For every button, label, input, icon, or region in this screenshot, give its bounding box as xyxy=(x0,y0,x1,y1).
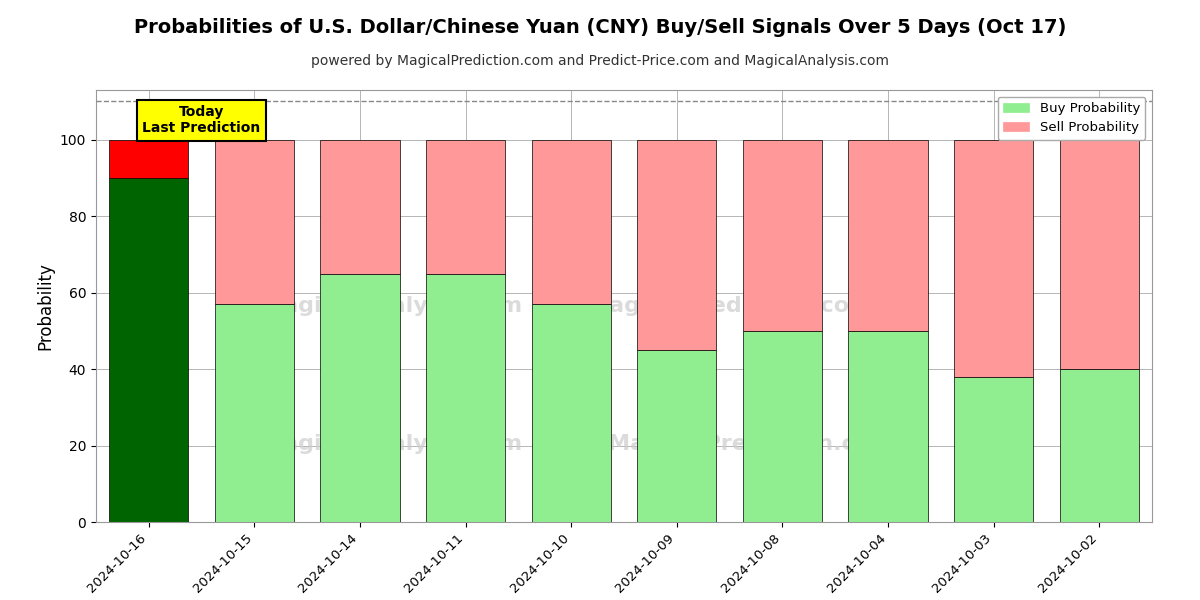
Bar xyxy=(109,178,188,522)
Text: Probabilities of U.S. Dollar/Chinese Yuan (CNY) Buy/Sell Signals Over 5 Days (Oc: Probabilities of U.S. Dollar/Chinese Yua… xyxy=(134,18,1066,37)
Text: MagicalPrediction.com: MagicalPrediction.com xyxy=(587,296,872,316)
Text: MagicalAnalysis.com: MagicalAnalysis.com xyxy=(262,434,522,454)
Bar xyxy=(954,140,1033,377)
Bar xyxy=(743,331,822,522)
Bar xyxy=(743,140,822,331)
Bar xyxy=(426,140,505,274)
Text: MagicalPrediction.com: MagicalPrediction.com xyxy=(608,434,894,454)
Bar xyxy=(532,140,611,304)
Text: MagicalAnalysis.com: MagicalAnalysis.com xyxy=(262,296,522,316)
Bar xyxy=(215,140,294,304)
Bar xyxy=(320,140,400,274)
Bar xyxy=(1060,140,1139,369)
Bar xyxy=(1060,369,1139,522)
Bar xyxy=(848,140,928,331)
Bar xyxy=(215,304,294,522)
Bar xyxy=(637,140,716,350)
Text: powered by MagicalPrediction.com and Predict-Price.com and MagicalAnalysis.com: powered by MagicalPrediction.com and Pre… xyxy=(311,54,889,68)
Bar xyxy=(637,350,716,522)
Bar xyxy=(848,331,928,522)
Y-axis label: Probability: Probability xyxy=(36,262,54,350)
Bar xyxy=(532,304,611,522)
Text: Today
Last Prediction: Today Last Prediction xyxy=(143,105,260,136)
Bar xyxy=(426,274,505,522)
Legend: Buy Probability, Sell Probability: Buy Probability, Sell Probability xyxy=(997,97,1146,140)
Bar xyxy=(320,274,400,522)
Bar xyxy=(109,140,188,178)
Bar xyxy=(954,377,1033,522)
